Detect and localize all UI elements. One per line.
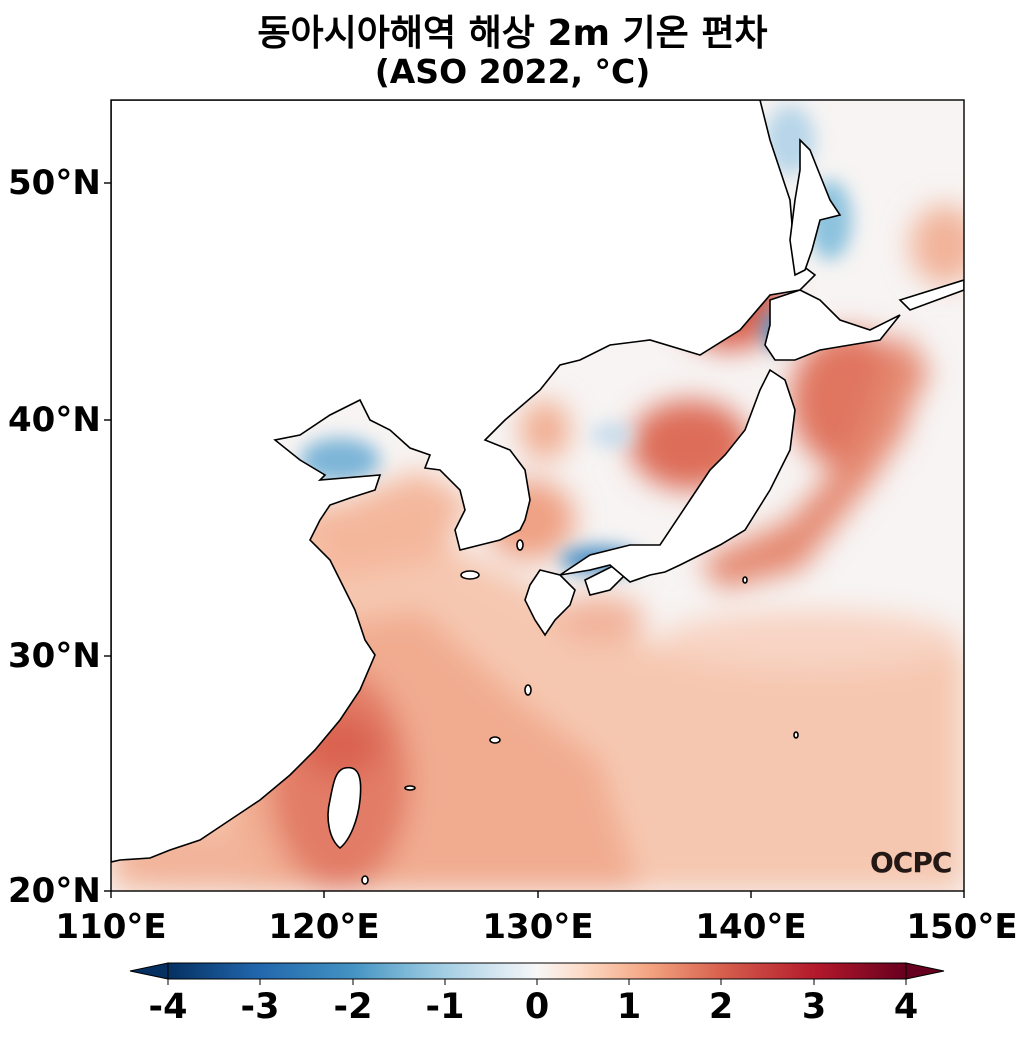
lon-tick-120: 120°E xyxy=(268,907,380,947)
colorbar-label: 0 xyxy=(524,987,550,1027)
colorbar xyxy=(129,962,945,985)
lon-tick-140: 140°E xyxy=(695,907,807,947)
map-subtitle: (ASO 2022, °C) xyxy=(374,52,651,91)
lat-tick-20: 20°N xyxy=(8,871,101,911)
colorbar-label: 1 xyxy=(616,987,642,1027)
colorbar-label: 4 xyxy=(893,987,919,1027)
coastlines xyxy=(111,100,964,885)
lat-tick-30: 30°N xyxy=(8,636,101,676)
lat-tick-50: 50°N xyxy=(8,163,101,203)
colorbar-label: -3 xyxy=(240,987,280,1027)
map-title: 동아시아해역 해상 2m 기온 편차 xyxy=(257,13,768,54)
ocpc-logo: OCPC xyxy=(870,846,952,879)
lon-tick-150: 150°E xyxy=(906,907,1018,947)
map-field xyxy=(111,100,964,891)
colorbar-label: -2 xyxy=(333,987,373,1027)
colorbar-label: -1 xyxy=(425,987,465,1027)
lat-tick-40: 40°N xyxy=(8,400,101,440)
colorbar-label: -4 xyxy=(148,987,188,1027)
lon-tick-130: 130°E xyxy=(482,907,594,947)
lon-tick-110: 110°E xyxy=(55,907,167,947)
colorbar-label: 2 xyxy=(708,987,734,1027)
colorbar-label: 3 xyxy=(801,987,827,1027)
